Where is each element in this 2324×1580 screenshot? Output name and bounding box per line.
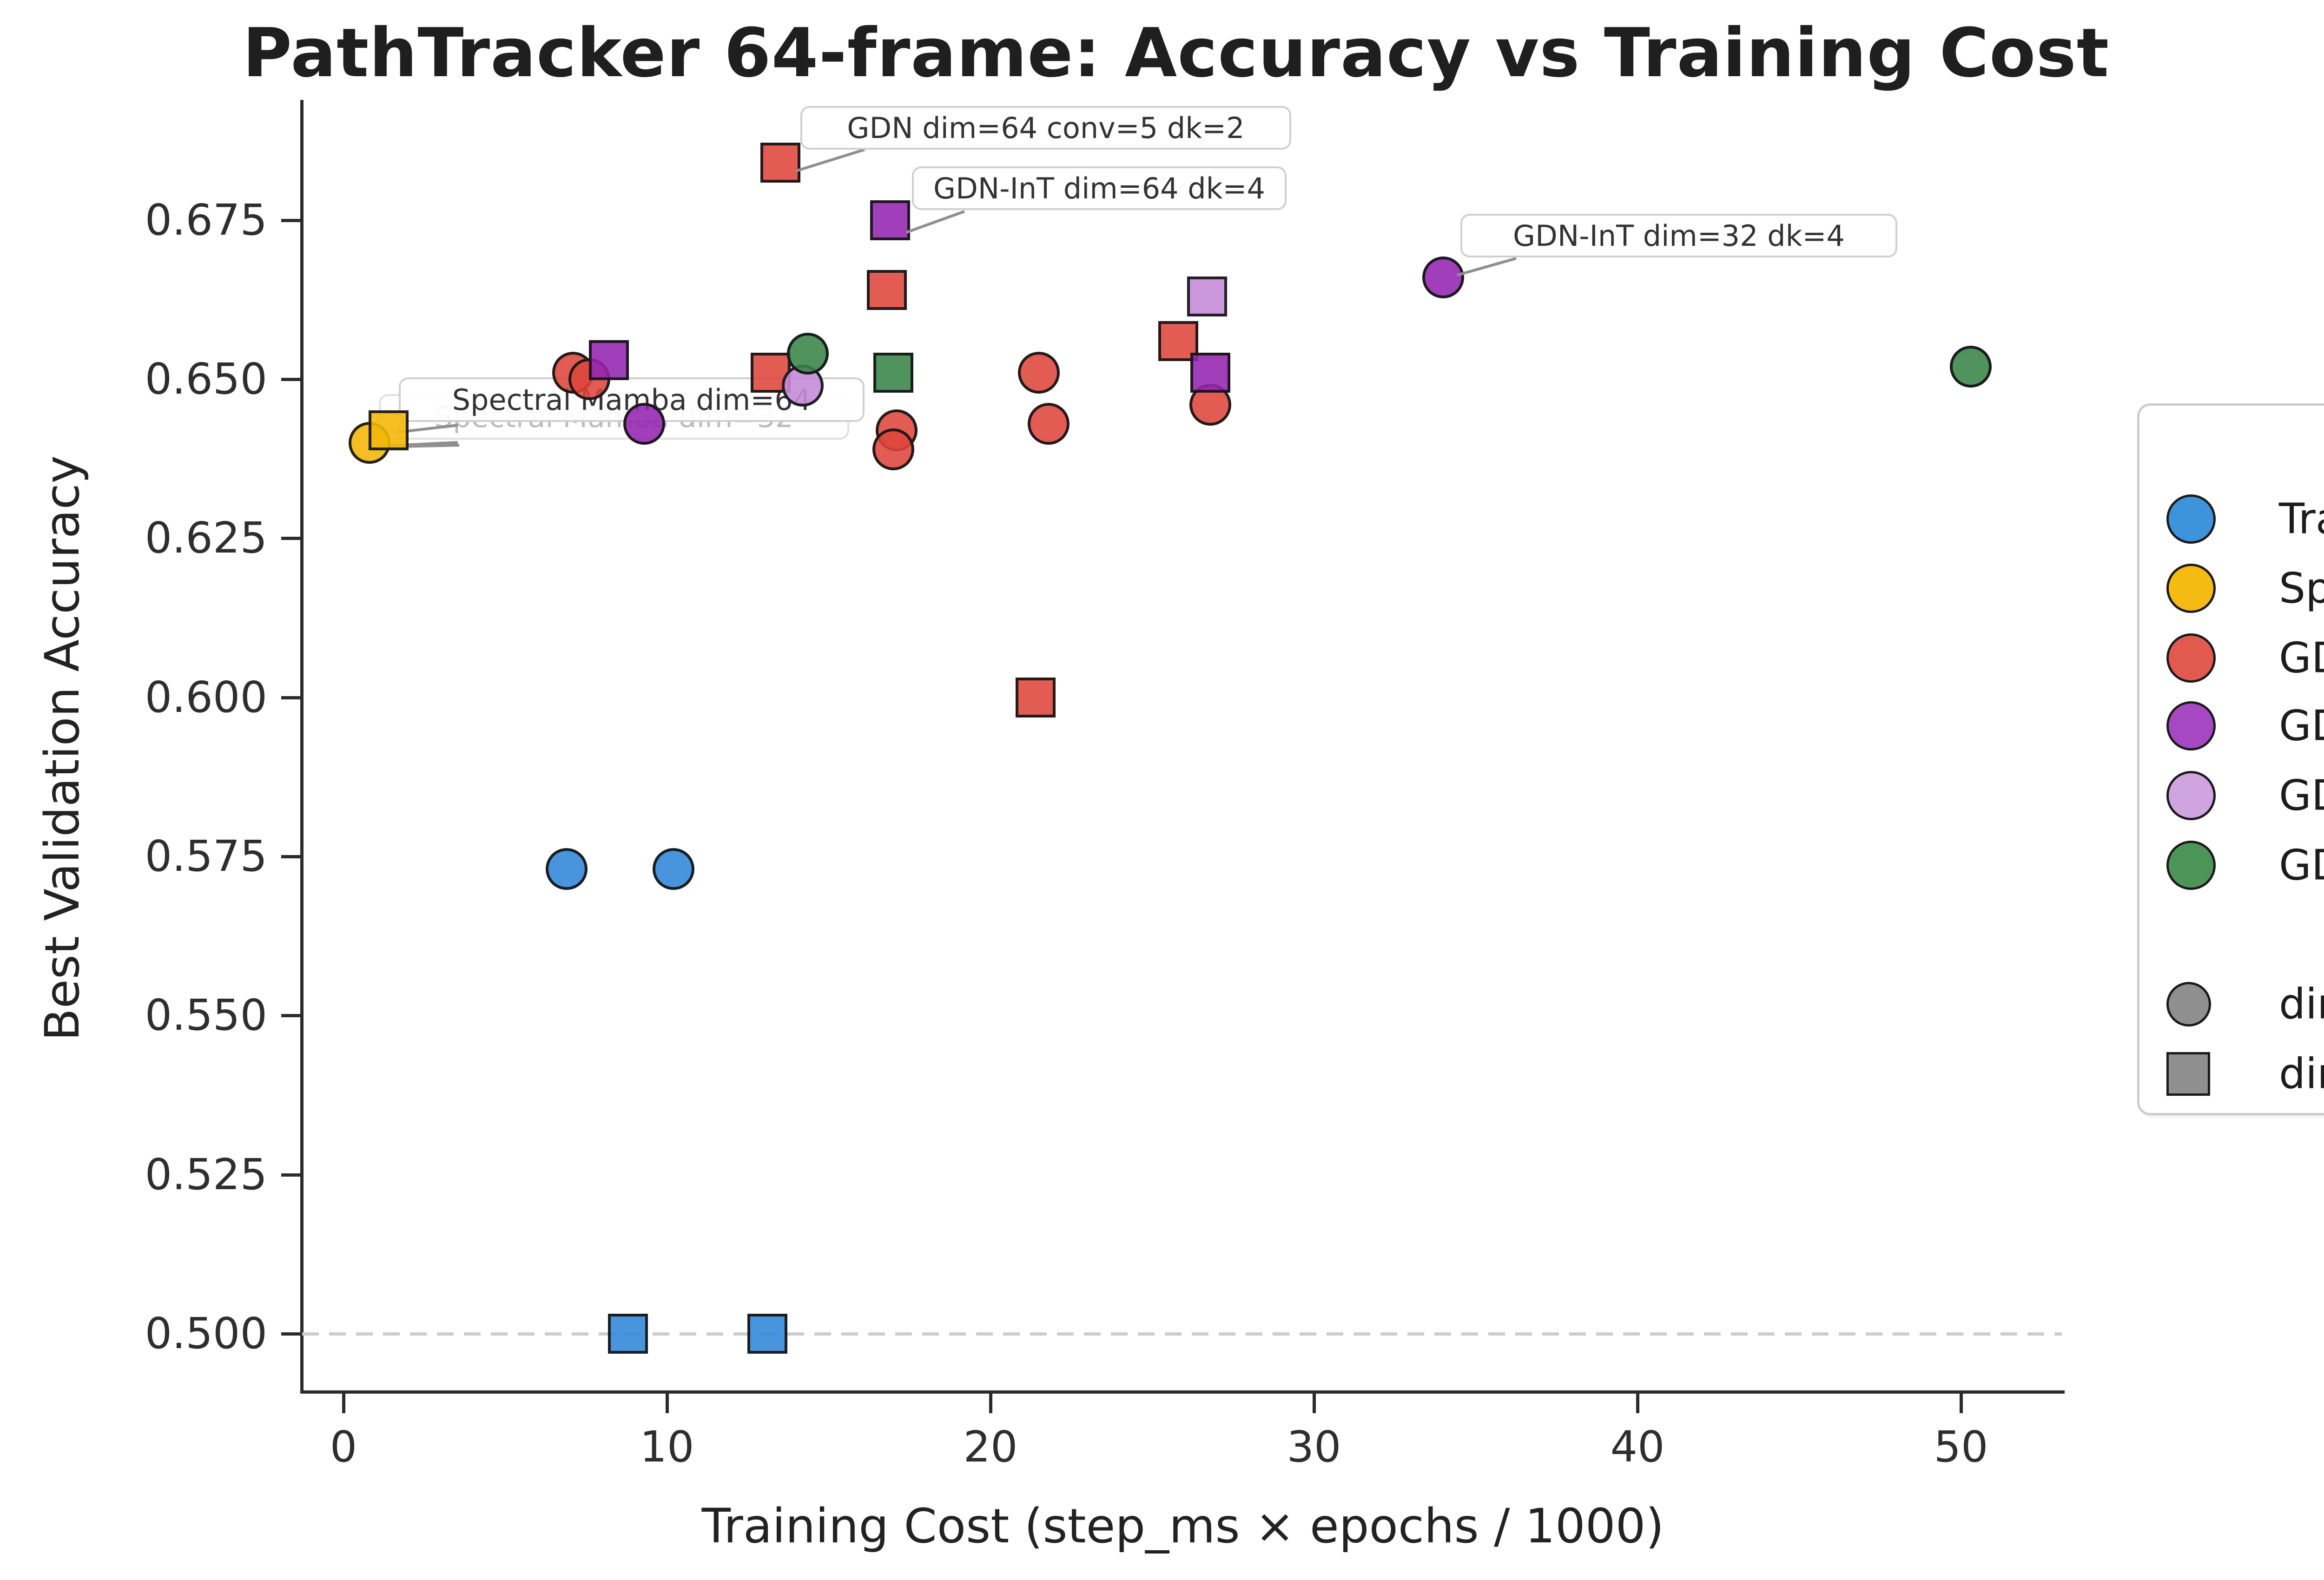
legend-marker-circle-icon	[2166, 633, 2216, 683]
legend-marker-circle-icon	[2166, 701, 2216, 750]
y-tick-label: 0.600	[145, 672, 267, 722]
chart-title: PathTracker 64-frame: Accuracy vs Traini…	[242, 14, 2110, 92]
scatter-point	[1190, 353, 1231, 393]
legend-entry-label: GDN (log)	[2279, 633, 2324, 683]
legend-marker-circle-icon	[2166, 771, 2216, 820]
y-tick-mark	[281, 378, 301, 382]
legend-entry-label: GDN-InT	[2279, 701, 2324, 750]
scatter-point	[870, 200, 911, 240]
x-tick-label: 20	[963, 1422, 1018, 1472]
y-tick-label: 0.550	[145, 990, 267, 1040]
y-tick-mark	[281, 1014, 301, 1018]
x-tick-label: 10	[640, 1422, 694, 1472]
x-tick-mark	[342, 1394, 345, 1413]
y-tick-mark	[281, 218, 301, 222]
y-tick-mark	[281, 1332, 301, 1336]
y-tick-label: 0.500	[145, 1309, 267, 1358]
legend: Models Transformer (ST) Spectral Mamba GDN…	[2137, 403, 2324, 1115]
x-tick-label: 30	[1287, 1422, 1341, 1472]
scatter-point	[760, 143, 800, 183]
y-axis-spine	[300, 100, 304, 1394]
legend-marker-circle-icon	[2166, 564, 2216, 613]
legend-entry: Transformer (ST)	[2139, 491, 2324, 547]
scatter-point	[872, 428, 915, 470]
scatter-point	[1016, 677, 1056, 718]
chance-baseline-dashed-line	[302, 1332, 2062, 1336]
legend-entry: dim = 32	[2139, 976, 2324, 1032]
scatter-point	[1028, 402, 1070, 445]
scatter-point	[867, 270, 907, 310]
x-tick-mark	[1636, 1394, 1639, 1413]
legend-entry: GDN-InT	[2139, 698, 2324, 754]
x-tick-mark	[1313, 1394, 1316, 1413]
y-tick-label: 0.525	[145, 1149, 267, 1199]
scatter-point	[747, 1314, 787, 1354]
scatter-point	[873, 353, 914, 393]
legend-marker-circle-icon	[2166, 841, 2216, 890]
scatter-point	[588, 340, 629, 380]
scatter-point	[608, 1314, 648, 1354]
scatter-point	[652, 848, 694, 890]
legend-entry-label: dim = 64	[2279, 1049, 2324, 1099]
y-tick-label: 0.650	[145, 354, 267, 404]
legend-marker-square-icon	[2166, 1052, 2210, 1096]
legend-entry: GDN-InT qk	[2139, 837, 2324, 893]
legend-marker-circle-icon	[2166, 982, 2211, 1027]
x-axis-spine	[300, 1390, 2065, 1394]
y-tick-mark	[281, 1173, 301, 1177]
y-tick-mark	[281, 696, 301, 699]
legend-entry: GDN-InT elem	[2139, 768, 2324, 823]
legend-entry: dim = 64	[2139, 1046, 2324, 1102]
x-tick-label: 50	[1934, 1422, 1988, 1472]
legend-entry-label: GDN-InT qk	[2279, 841, 2324, 890]
annotation-label: GDN-InT dim=32 dk=4	[1460, 214, 1897, 257]
legend-entry: Spectral Mamba	[2139, 560, 2324, 616]
legend-entry-label: dim = 32	[2279, 980, 2324, 1029]
scatter-point	[1018, 352, 1060, 394]
legend-title: Models	[2139, 424, 2324, 475]
x-tick-label: 0	[330, 1422, 357, 1472]
scatter-point	[623, 402, 666, 445]
x-axis-label: Training Cost (step_ms × epochs / 1000)	[701, 1499, 1664, 1554]
legend-entry: GDN (log)	[2139, 630, 2324, 686]
y-tick-label: 0.625	[145, 513, 267, 563]
scatter-point	[546, 848, 588, 890]
legend-entry-label: GDN-InT elem	[2279, 771, 2324, 820]
scatter-point	[1949, 345, 1992, 388]
x-tick-mark	[1960, 1394, 1963, 1413]
y-tick-label: 0.575	[145, 831, 267, 882]
scatter-point	[369, 410, 409, 450]
annotation-label: GDN-InT dim=64 dk=4	[912, 166, 1287, 210]
scatter-point	[786, 333, 829, 375]
legend-entry-label: Spectral Mamba	[2279, 564, 2324, 613]
x-tick-mark	[666, 1394, 669, 1413]
legend-entry-label: Transformer (ST)	[2279, 494, 2324, 544]
x-tick-mark	[989, 1394, 992, 1413]
scatter-point	[1422, 256, 1465, 298]
y-tick-mark	[281, 537, 301, 540]
scatter-point	[1187, 276, 1228, 317]
y-axis-label: Best Validation Accuracy	[35, 455, 90, 1041]
scatter-point	[750, 353, 791, 393]
x-tick-label: 40	[1610, 1422, 1665, 1472]
y-tick-mark	[281, 855, 301, 859]
legend-marker-circle-icon	[2166, 494, 2216, 544]
annotation-label: GDN dim=64 conv=5 dk=2	[800, 106, 1291, 150]
y-tick-label: 0.675	[145, 195, 267, 245]
